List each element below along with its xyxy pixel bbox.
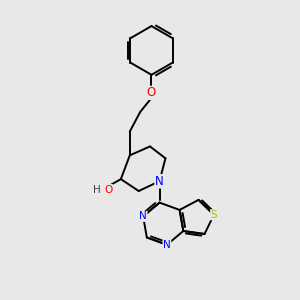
Text: H: H bbox=[93, 184, 101, 194]
Text: O: O bbox=[104, 184, 112, 194]
Text: O: O bbox=[147, 86, 156, 99]
Text: O: O bbox=[104, 184, 112, 194]
Text: N: N bbox=[139, 212, 147, 221]
Text: N: N bbox=[155, 175, 164, 188]
Text: H: H bbox=[93, 184, 101, 194]
Text: O: O bbox=[147, 86, 156, 99]
Text: N: N bbox=[155, 175, 164, 188]
Text: N: N bbox=[163, 240, 171, 250]
Text: S: S bbox=[211, 210, 217, 220]
